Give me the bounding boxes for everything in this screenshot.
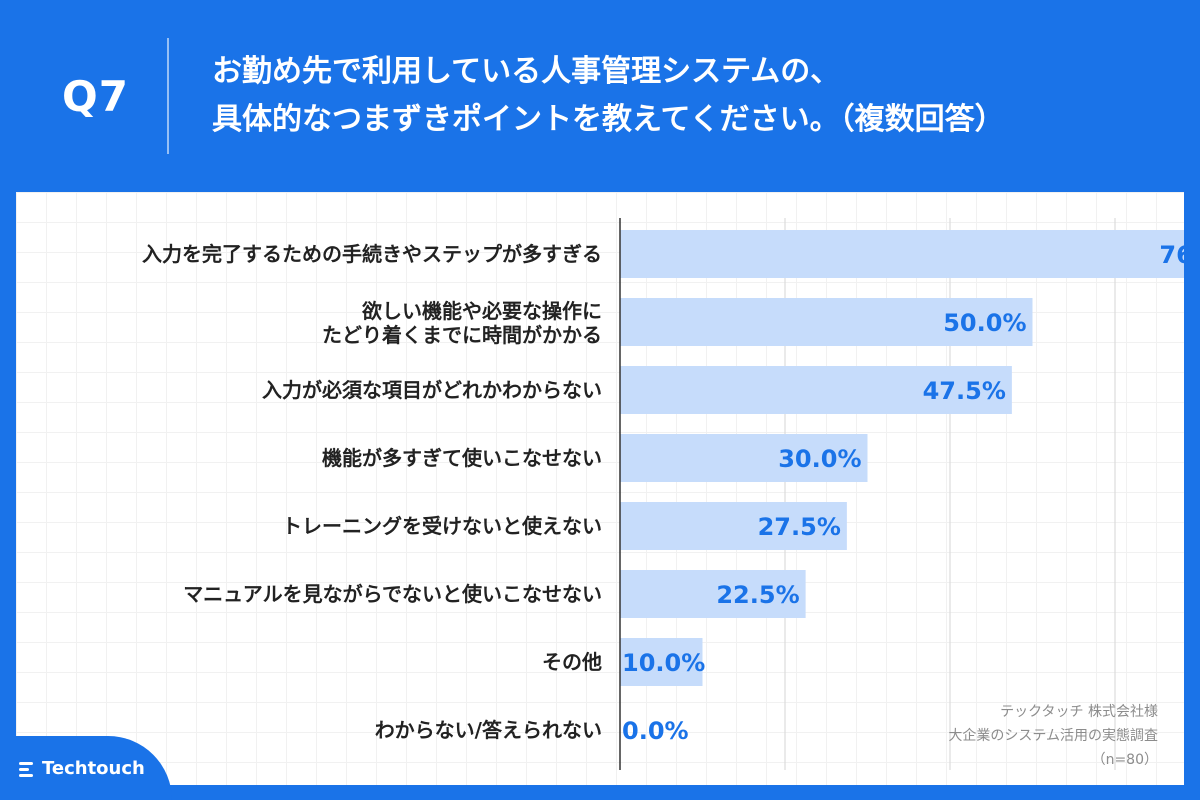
bar-6 — [620, 570, 806, 618]
category-label-8-line-1: わからない/答えられない — [375, 718, 602, 742]
techtouch-logo-icon — [19, 762, 33, 777]
bar-4 — [620, 434, 868, 482]
source-company: テックタッチ 株式会社様 — [1000, 704, 1158, 720]
bar-3 — [620, 366, 1012, 414]
category-label-3-line-1: 入力が必須な項目がどれかわからない — [262, 378, 602, 402]
source-sample-size: （n=80） — [1091, 752, 1158, 768]
question-title-line-1: お勤め先で利用している人事管理システムの、 — [212, 54, 841, 89]
bar-7 — [620, 638, 703, 686]
header-banner: Q7 お勤め先で利用している人事管理システムの、 具体的なつまずきポイントを教え… — [0, 0, 1200, 192]
value-label-7: 10.0% — [622, 649, 705, 677]
category-label-7-line-1: その他 — [542, 650, 602, 674]
source-survey: 大企業のシステム活用の実態調査 — [948, 728, 1158, 744]
category-label-6: マニュアルを見ながらでないと使いこなせない — [183, 582, 602, 606]
category-label-2-line-2: たどり着くまでに時間がかかる — [322, 323, 602, 347]
bar-5 — [620, 502, 847, 550]
brand-name: Techtouch — [42, 758, 145, 779]
question-number: Q7 — [62, 72, 129, 121]
category-label-6-line-1: マニュアルを見ながらでないと使いこなせない — [183, 582, 602, 606]
category-label-8: わからない/答えられない — [375, 718, 602, 742]
category-label-2: 欲しい機能や必要な操作にたどり着くまでに時間がかかる — [322, 299, 602, 347]
value-label-6: 22.5% — [716, 581, 799, 609]
value-label-1: 76.2% — [1159, 241, 1184, 269]
brand-badge: Techtouch — [0, 736, 172, 800]
category-label-2-line-1: 欲しい機能や必要な操作に — [361, 299, 602, 323]
bar-chart: 入力を完了するための手続きやステップが多すぎる 76.2% 欲しい機能や必要な操作に… — [142, 218, 1184, 770]
category-label-1-line-1: 入力を完了するための手続きやステップが多すぎる — [142, 242, 602, 266]
bar-1 — [620, 230, 1184, 278]
question-title: お勤め先で利用している人事管理システムの、 具体的なつまずきポイントを教えてくだ… — [212, 48, 1172, 144]
header-divider — [167, 38, 169, 154]
value-label-3: 47.5% — [923, 377, 1006, 405]
category-label-4: 機能が多すぎて使いこなせない — [322, 446, 602, 470]
category-label-7: その他 — [542, 650, 602, 674]
value-label-8: 0.0% — [622, 717, 689, 745]
value-label-4: 30.0% — [778, 445, 861, 473]
value-label-2: 50.0% — [943, 309, 1026, 337]
category-label-4-line-1: 機能が多すぎて使いこなせない — [322, 446, 602, 470]
source-note: テックタッチ 株式会社様 大企業のシステム活用の実態調査 （n=80） — [948, 700, 1158, 772]
category-label-5-line-1: トレーニングを受けないと使えない — [282, 514, 602, 538]
chart-panel: 入力を完了するための手続きやステップが多すぎる 76.2% 欲しい機能や必要な操作に… — [16, 192, 1184, 785]
category-label-5: トレーニングを受けないと使えない — [282, 514, 602, 538]
bar-2 — [620, 298, 1033, 346]
category-label-3: 入力が必須な項目がどれかわからない — [262, 378, 602, 402]
value-label-5: 27.5% — [758, 513, 841, 541]
question-title-line-2: 具体的なつまずきポイントを教えてください。（複数回答） — [212, 102, 1005, 137]
category-label-1: 入力を完了するための手続きやステップが多すぎる — [142, 242, 602, 266]
